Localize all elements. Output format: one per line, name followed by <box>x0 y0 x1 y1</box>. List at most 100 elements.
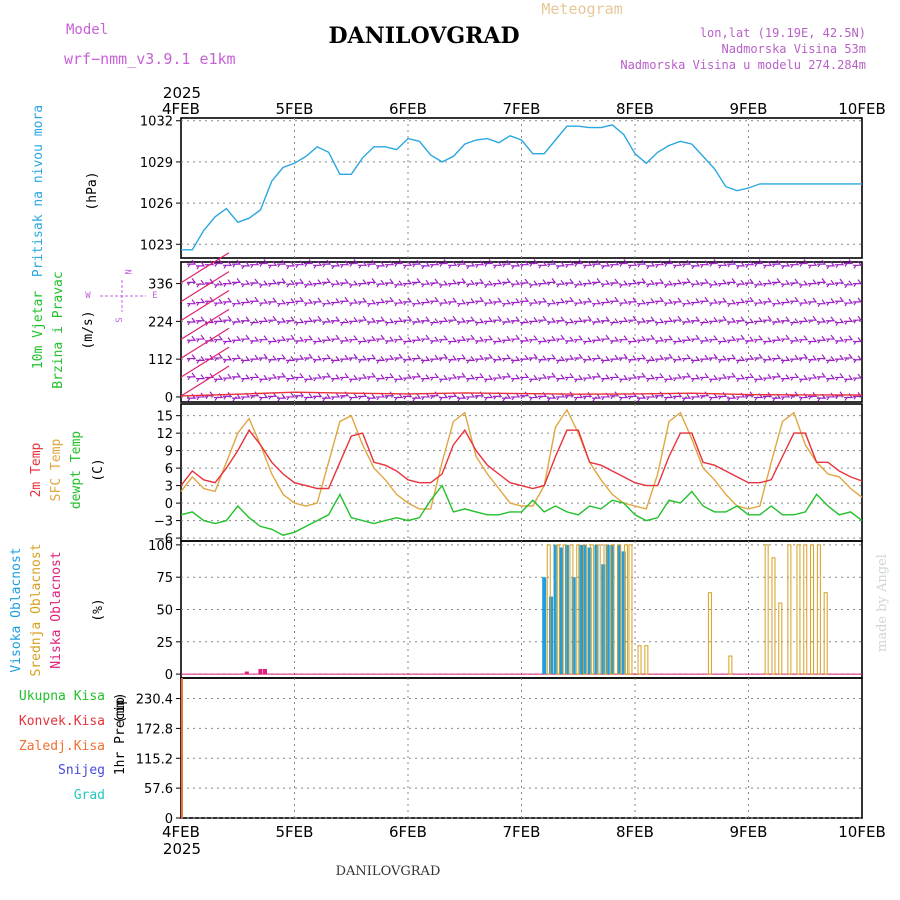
cloud-bar-mid <box>596 544 601 675</box>
wind-barb <box>448 260 458 269</box>
wind-barb <box>700 296 710 305</box>
meteogram-label: Meteogram <box>541 0 622 18</box>
wind-barb-row <box>187 278 863 289</box>
wind-barb <box>835 336 845 345</box>
wind-barb <box>394 280 404 289</box>
pressure-unit: (hPa) <box>85 171 100 210</box>
wind-barb <box>511 298 521 306</box>
wind-barb <box>232 354 242 362</box>
wind-barb <box>601 316 611 325</box>
wind-barb <box>682 317 692 326</box>
wind-barb <box>187 278 197 286</box>
wind-barb <box>367 335 377 344</box>
wind-barb <box>727 317 737 326</box>
wind-barb <box>781 334 791 343</box>
cloud-bar-high <box>564 544 569 675</box>
wind-barb <box>727 335 737 344</box>
wind-barb <box>565 354 575 363</box>
wind-barb <box>232 259 242 268</box>
wind-barb <box>709 317 719 325</box>
wind-barb <box>826 334 836 343</box>
wind-barb <box>403 315 413 324</box>
wind-barb <box>853 260 863 269</box>
wind-barb <box>646 316 656 325</box>
wind-barb <box>241 261 251 270</box>
wind-barb <box>637 335 647 344</box>
x-tick-label-bottom: 6FEB <box>389 823 427 841</box>
wind-barb <box>214 335 224 343</box>
wind-barb <box>187 317 197 326</box>
wind-barb <box>565 260 575 269</box>
wind-barb <box>619 280 629 289</box>
wind-barb <box>430 336 440 345</box>
wind-barb <box>664 280 674 289</box>
wind-barb <box>808 373 818 382</box>
wind-barb <box>700 373 710 381</box>
wind-barb <box>313 355 323 364</box>
y-tick-label: 12 <box>156 427 173 442</box>
wind-barb <box>817 259 827 268</box>
wind-barb <box>817 299 827 308</box>
wind-barb <box>331 334 341 343</box>
precip-unit: (mm) <box>113 692 128 723</box>
wind-barb <box>232 317 242 326</box>
wind-barb <box>268 337 278 345</box>
wind-barb <box>520 260 530 269</box>
wind-barb <box>196 334 206 343</box>
wind-barb <box>700 354 710 363</box>
wind-barb <box>628 337 638 345</box>
wind-barb <box>736 261 746 270</box>
cloud-bar-mid <box>555 544 560 675</box>
wind-barb <box>754 259 764 267</box>
wind-barb <box>196 374 206 382</box>
wind-barb <box>664 353 674 362</box>
wind-barb <box>853 315 863 324</box>
wind-barb <box>466 279 476 288</box>
wind-barb <box>664 374 674 383</box>
wind-barb <box>448 297 458 306</box>
cloud-bar-high <box>621 551 626 675</box>
y-tick-label: 25 <box>156 636 173 651</box>
wind-barb <box>709 393 719 401</box>
y-tick-label: 1029 <box>140 156 173 171</box>
wind-barb <box>502 299 512 308</box>
cloud-bar-mid <box>628 544 633 675</box>
cloud-bar-high <box>559 547 564 675</box>
wind-barb <box>268 260 278 269</box>
wind-barb <box>439 298 449 307</box>
wind-barb <box>808 337 818 345</box>
wind-barb <box>835 354 845 363</box>
cloud-bar-mid <box>637 645 642 675</box>
wind-barb <box>529 374 539 383</box>
y-tick-label: 100 <box>148 539 173 554</box>
wind-barb <box>295 260 305 269</box>
wind-barb <box>583 373 593 382</box>
wind-barb <box>412 372 422 381</box>
wind-barb <box>259 353 269 362</box>
cloud-bar-high <box>542 577 547 675</box>
wind-barb <box>655 373 665 381</box>
wind-barb <box>547 259 557 268</box>
wind-barb <box>457 372 467 381</box>
wind-barb <box>241 316 251 325</box>
wind-barb <box>529 353 539 362</box>
cloud-bar-mid <box>707 592 712 675</box>
wind-barb <box>421 298 431 306</box>
wind-barb <box>493 337 503 345</box>
wind-barb <box>547 372 557 381</box>
wind-barb <box>556 298 566 306</box>
wind-barb <box>412 317 422 326</box>
y-tick-label: 0 <box>165 668 173 683</box>
wind-barb <box>430 373 440 381</box>
y-tick-label: 112 <box>148 353 173 368</box>
wind-barb <box>682 393 692 402</box>
wind-barb <box>457 259 467 268</box>
wind-barb <box>349 259 359 267</box>
wind-barb <box>547 335 557 344</box>
wind-barb <box>187 299 197 308</box>
wind-barb <box>511 392 521 401</box>
wind-barb <box>556 355 566 364</box>
wind-barb <box>196 316 206 325</box>
y-tick-label: 172.8 <box>136 722 173 737</box>
